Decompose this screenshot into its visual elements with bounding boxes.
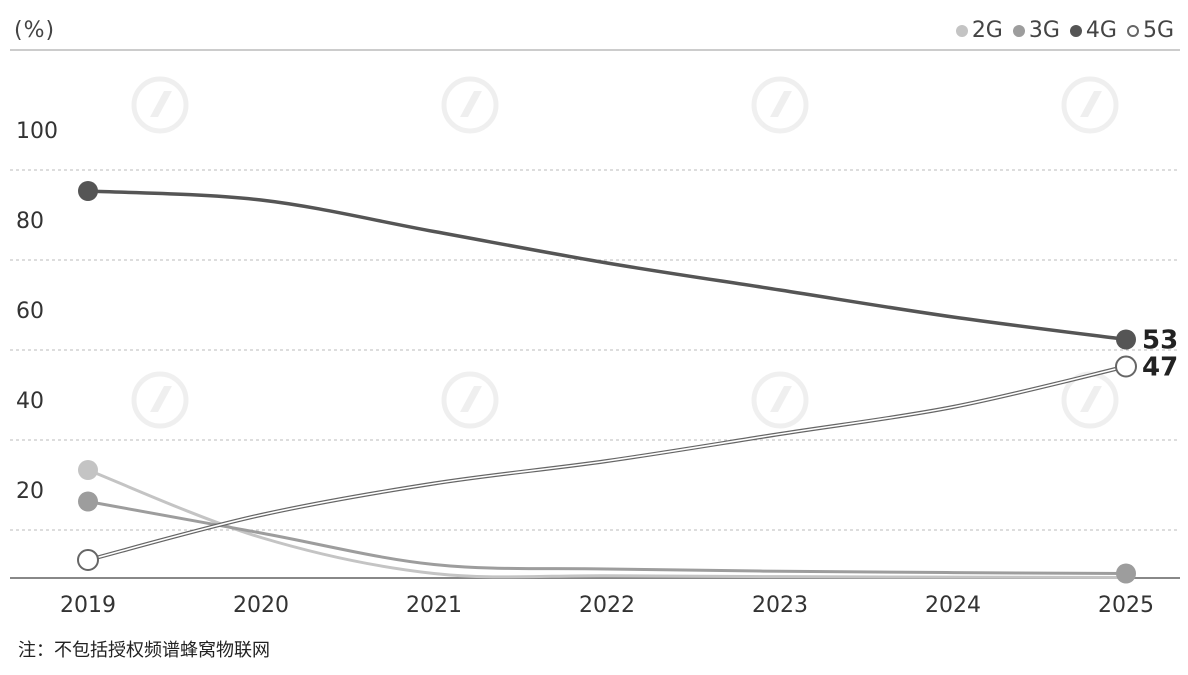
x-tick-label: 2021 [406,593,462,618]
series-3g-point [1116,563,1136,584]
x-tick-label: 2024 [925,593,981,618]
legend-item-3g: 3G [1012,18,1060,43]
gridlines [10,169,1180,531]
watermark-mark [751,76,809,134]
y-tick-label: 60 [16,299,44,324]
y-unit-label: (%) [14,18,56,43]
series-5g-point [77,549,99,571]
watermark-mark [131,371,189,429]
legend-label-4g: 4G [1085,18,1117,43]
watermark-mark [441,76,499,134]
watermark-mark [751,371,809,429]
legend-label-2g: 2G [971,18,1003,43]
x-tick-label: 2022 [579,593,635,618]
x-tick-label: 2023 [752,593,808,618]
series-3g-point [78,491,98,512]
x-tick-labels: 2019 2020 2021 2022 2023 2024 2025 [60,593,1154,618]
legend-item-2g: 2G [955,18,1003,43]
end-label-4g: 53 [1142,326,1178,356]
end-label-5g: 47 [1142,353,1178,383]
footnote: 注：不包括授权频谱蜂窝物联网 [18,640,270,661]
y-tick-label: 80 [16,209,44,234]
x-tick-label: 2019 [60,593,116,618]
watermark-mark [441,371,499,429]
series-lines [87,189,1127,580]
watermark-mark [131,76,189,134]
series-4g-point [1116,329,1136,350]
watermark-mark [1061,76,1119,134]
legend-item-4g: 4G [1069,18,1117,43]
series-5g-point [1115,355,1137,378]
series-5g-line [87,365,1127,561]
legend: 2G 3G 4G 5G [955,18,1174,43]
y-tick-labels: 20 40 60 80 100 [16,119,58,504]
legend-swatch-2g [955,24,968,37]
series-4g-point [78,181,98,201]
x-tick-label: 2025 [1098,593,1154,618]
legend-swatch-5g [1126,24,1139,37]
legend-label-3g: 3G [1028,18,1060,43]
legend-item-5g: 5G [1126,18,1174,43]
watermark-layer [131,76,1119,429]
series-3g-line [87,500,1127,575]
y-tick-label: 40 [16,389,44,414]
series-2g-line [87,468,1127,580]
legend-swatch-3g [1012,24,1025,37]
legend-swatch-4g [1069,24,1082,37]
x-tick-label: 2020 [233,593,289,618]
legend-label-5g: 5G [1142,18,1174,43]
y-tick-label: 20 [16,479,44,504]
series-2g-point [78,460,98,480]
series-points [77,181,1137,584]
series-4g-line [87,189,1127,342]
y-tick-label: 100 [16,119,58,144]
